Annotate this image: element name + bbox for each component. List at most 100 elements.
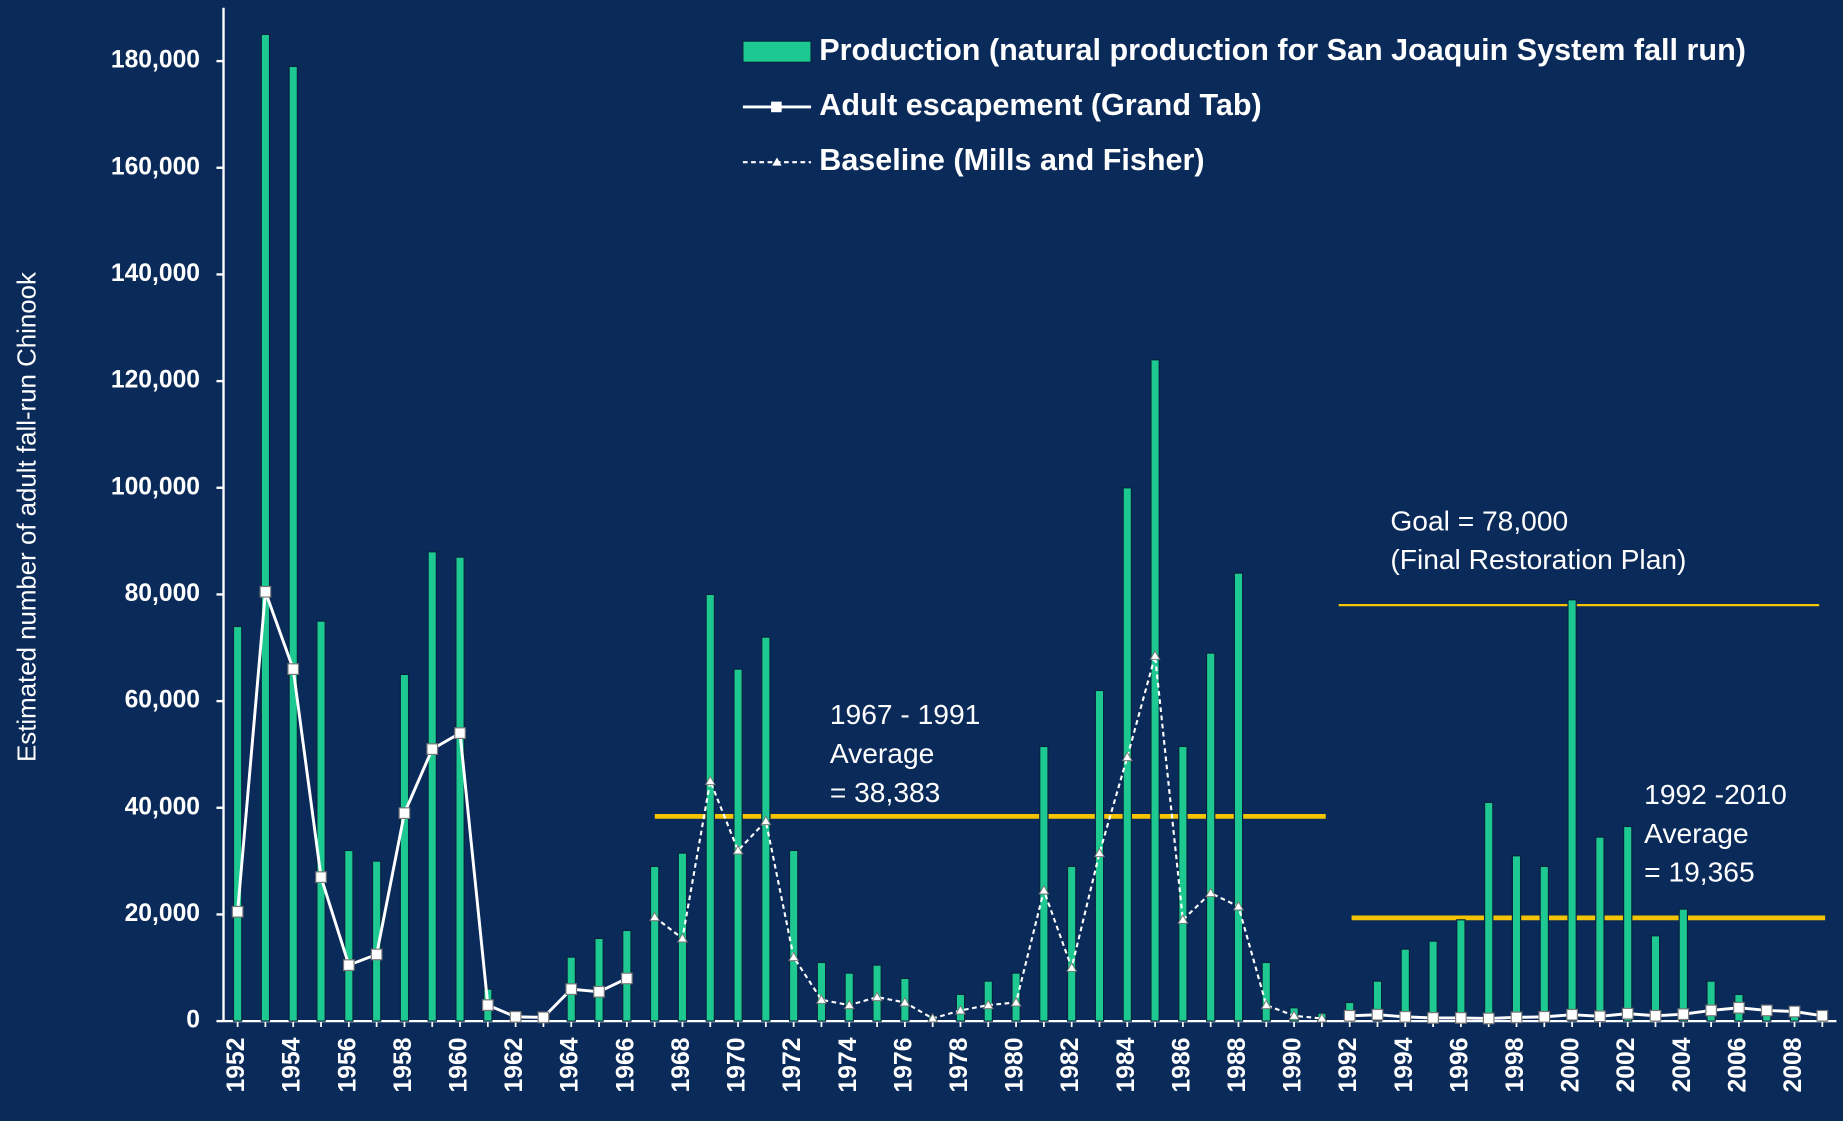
bar (316, 620, 326, 1022)
marker (1677, 1008, 1690, 1021)
x-tick-label: 1976 (890, 1038, 917, 1093)
y-tick-label: 100,000 (111, 473, 200, 500)
y-tick-label: 160,000 (111, 153, 200, 180)
marker (1705, 1004, 1717, 1017)
legend-swatch (771, 101, 782, 113)
x-tick-label: 1980 (1002, 1038, 1029, 1093)
annotation: Goal = 78,000 (1390, 504, 1568, 536)
marker (676, 932, 688, 943)
bar (788, 849, 799, 1022)
annotation: 1967 - 1991 (830, 698, 980, 730)
bar (399, 673, 410, 1022)
marker (1371, 1008, 1384, 1021)
y-tick-label: 20,000 (125, 900, 200, 927)
x-tick-label: 1984 (1113, 1037, 1140, 1092)
x-tick-label: 1994 (1391, 1037, 1418, 1092)
legend-swatch (772, 157, 782, 166)
legend-label: Adult escapement (Grand Tab) (819, 88, 1261, 122)
marker (370, 948, 383, 961)
annotation: Average (1644, 817, 1748, 849)
x-tick-label: 2004 (1669, 1037, 1696, 1092)
marker (1121, 751, 1133, 762)
marker (287, 663, 300, 675)
bar (1205, 652, 1216, 1022)
marker (1788, 1005, 1801, 1018)
bar (1650, 935, 1661, 1022)
x-tick-label: 1996 (1446, 1038, 1473, 1093)
marker (871, 991, 883, 1002)
bar (427, 551, 437, 1022)
bar (1066, 865, 1077, 1022)
marker (315, 871, 327, 883)
marker (1566, 1008, 1578, 1021)
marker (982, 999, 994, 1010)
marker (1316, 1012, 1328, 1023)
x-tick-label: 1968 (668, 1038, 695, 1093)
x-tick-label: 2002 (1613, 1038, 1640, 1093)
marker (1343, 1009, 1356, 1022)
x-tick-label: 1986 (1168, 1038, 1195, 1093)
x-tick-label: 1970 (724, 1038, 751, 1093)
bar (705, 593, 715, 1022)
y-tick-label: 120,000 (111, 367, 200, 394)
marker (1010, 996, 1022, 1007)
marker (1093, 847, 1105, 858)
marker (1594, 1010, 1606, 1023)
bar (232, 625, 243, 1022)
marker (788, 951, 800, 962)
bar (816, 961, 827, 1022)
x-tick-label: 2006 (1724, 1038, 1751, 1093)
marker (1427, 1012, 1439, 1024)
bar (260, 33, 271, 1022)
x-tick-label: 1964 (557, 1037, 584, 1092)
bar (1595, 836, 1605, 1022)
bar (1706, 980, 1716, 1022)
legend-label: Baseline (Mills and Fisher) (819, 143, 1204, 177)
x-tick-label: 1978 (946, 1038, 973, 1093)
x-tick-label: 1966 (612, 1038, 639, 1093)
annotation: = 38,383 (830, 776, 941, 808)
x-tick-label: 1988 (1224, 1038, 1251, 1093)
bar (1539, 865, 1550, 1022)
marker (593, 985, 605, 998)
bar (1678, 908, 1689, 1022)
y-tick-label: 180,000 (111, 47, 200, 74)
x-tick-label: 1956 (334, 1038, 361, 1093)
y-tick-label: 60,000 (125, 687, 200, 714)
marker (704, 775, 716, 786)
x-tick-label: 1992 (1335, 1038, 1362, 1093)
bar (344, 849, 354, 1022)
marker (649, 911, 661, 922)
marker (1205, 887, 1217, 898)
marker (1288, 1010, 1300, 1020)
y-axis-label: Estimated number of adult fall-run Chino… (13, 272, 41, 762)
marker (426, 743, 439, 755)
y-tick-label: 80,000 (125, 580, 200, 607)
marker (1066, 962, 1078, 972)
marker (815, 994, 827, 1004)
x-tick-label: 1960 (446, 1038, 473, 1093)
marker (954, 1004, 966, 1015)
marker (1038, 884, 1050, 895)
x-tick-label: 2000 (1558, 1038, 1585, 1093)
legend-swatch (742, 40, 812, 63)
bar (1567, 599, 1577, 1022)
marker (1760, 1004, 1773, 1017)
x-tick-label: 1954 (279, 1037, 306, 1092)
x-tick-label: 1962 (501, 1038, 528, 1093)
annotation: = 19,365 (1644, 856, 1755, 888)
bar (1428, 940, 1438, 1022)
bar (844, 972, 854, 1022)
bar (1623, 825, 1633, 1022)
bar (1039, 745, 1049, 1022)
bar (1150, 359, 1160, 1022)
bar (455, 556, 465, 1022)
bar (1233, 572, 1244, 1022)
marker (1510, 1011, 1523, 1024)
marker (899, 996, 911, 1007)
y-tick-label: 0 (186, 1007, 200, 1034)
bar (594, 937, 604, 1022)
marker (231, 905, 244, 918)
marker (1149, 650, 1161, 660)
